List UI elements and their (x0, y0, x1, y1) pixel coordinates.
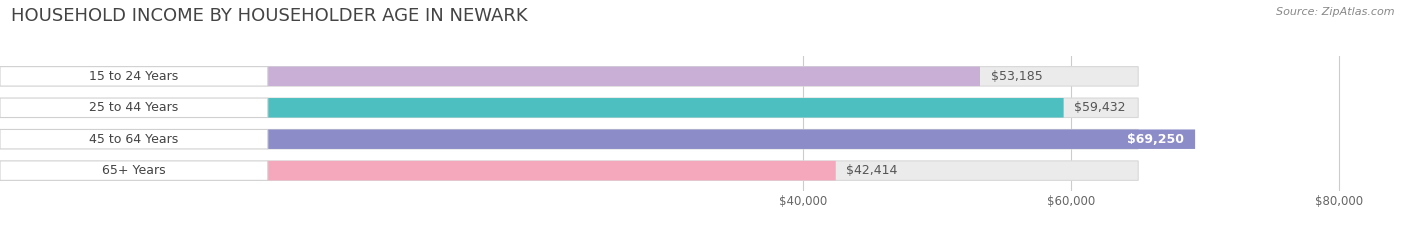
FancyBboxPatch shape (0, 98, 267, 117)
Text: 65+ Years: 65+ Years (103, 164, 166, 177)
Text: 25 to 44 Years: 25 to 44 Years (89, 101, 179, 114)
Text: $42,414: $42,414 (846, 164, 898, 177)
FancyBboxPatch shape (267, 98, 1139, 117)
FancyBboxPatch shape (0, 161, 267, 180)
Text: 45 to 64 Years: 45 to 64 Years (89, 133, 179, 146)
Text: $53,185: $53,185 (991, 70, 1042, 83)
FancyBboxPatch shape (267, 130, 1195, 149)
FancyBboxPatch shape (0, 67, 267, 86)
Text: Source: ZipAtlas.com: Source: ZipAtlas.com (1277, 7, 1395, 17)
FancyBboxPatch shape (267, 98, 1063, 117)
FancyBboxPatch shape (267, 67, 1139, 86)
FancyBboxPatch shape (267, 67, 980, 86)
FancyBboxPatch shape (267, 161, 835, 180)
FancyBboxPatch shape (267, 161, 1139, 180)
Text: HOUSEHOLD INCOME BY HOUSEHOLDER AGE IN NEWARK: HOUSEHOLD INCOME BY HOUSEHOLDER AGE IN N… (11, 7, 527, 25)
Text: $59,432: $59,432 (1074, 101, 1126, 114)
FancyBboxPatch shape (267, 130, 1139, 149)
Text: 15 to 24 Years: 15 to 24 Years (89, 70, 179, 83)
Text: $69,250: $69,250 (1128, 133, 1184, 146)
FancyBboxPatch shape (0, 130, 267, 149)
